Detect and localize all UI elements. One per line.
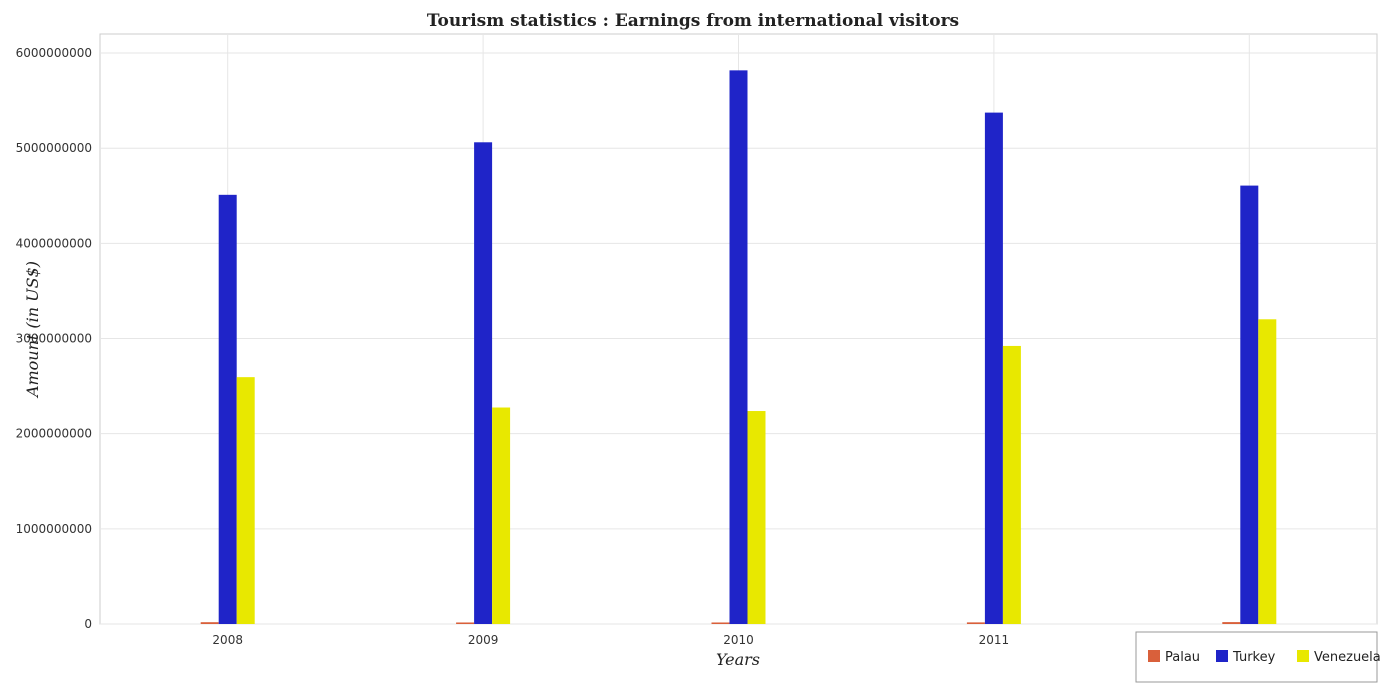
legend-swatch-turkey — [1216, 650, 1228, 662]
bar-palau-2010 — [711, 622, 730, 624]
legend-label-venezuela: Venezuela — [1314, 650, 1381, 665]
bar-turkey-2009 — [474, 142, 493, 624]
y-tick-label: 4000000000 — [16, 236, 92, 250]
legend-label-turkey: Turkey — [1232, 650, 1276, 665]
x-axis-label: Years — [716, 650, 760, 669]
x-tick-label: 2011 — [979, 633, 1010, 647]
bar-turkey-2011 — [984, 112, 1003, 625]
bar-venezuela-2011 — [1002, 345, 1021, 624]
legend: Palau Turkey Venezuela — [1135, 631, 1381, 683]
bar-palau-2009 — [456, 622, 475, 624]
legend-items: Palau Turkey Venezuela — [1148, 650, 1381, 665]
bar-turkey-2010 — [729, 70, 748, 624]
bar-palau-2011 — [966, 622, 985, 624]
y-tick-label: 5000000000 — [16, 141, 92, 155]
y-tick-label: 0 — [84, 617, 92, 631]
bars — [200, 70, 1277, 625]
bar-palau-2012 — [1222, 622, 1241, 624]
y-axis-label: Amount (in US$) — [23, 261, 42, 399]
y-tick-label: 6000000000 — [16, 46, 92, 60]
legend-label-palau: Palau — [1165, 650, 1200, 665]
plot-area: 0 1000000000 2000000000 3000000000 400000000… — [16, 33, 1378, 647]
x-tick-label: 2009 — [468, 633, 499, 647]
bar-venezuela-2008 — [236, 377, 255, 624]
bar-venezuela-2009 — [492, 407, 511, 624]
bar-palau-2008 — [200, 622, 219, 624]
y-tick-label: 3000000000 — [16, 332, 92, 346]
y-tick-label: 1000000000 — [16, 522, 92, 536]
x-tick-label: 2008 — [212, 633, 243, 647]
legend-swatch-venezuela — [1297, 650, 1309, 662]
x-tick-label: 2010 — [723, 633, 754, 647]
bar-turkey-2012 — [1240, 185, 1259, 625]
bar-venezuela-2012 — [1258, 319, 1277, 624]
bar-turkey-2008 — [218, 194, 237, 625]
legend-box — [1135, 631, 1378, 683]
legend-swatch-palau — [1148, 650, 1160, 662]
y-tick-label: 2000000000 — [16, 427, 92, 441]
y-ticks: 0 1000000000 2000000000 3000000000 400000000… — [16, 46, 92, 631]
bar-venezuela-2010 — [747, 411, 766, 624]
chart-title: Tourism statistics : Earnings from inter… — [427, 11, 959, 31]
